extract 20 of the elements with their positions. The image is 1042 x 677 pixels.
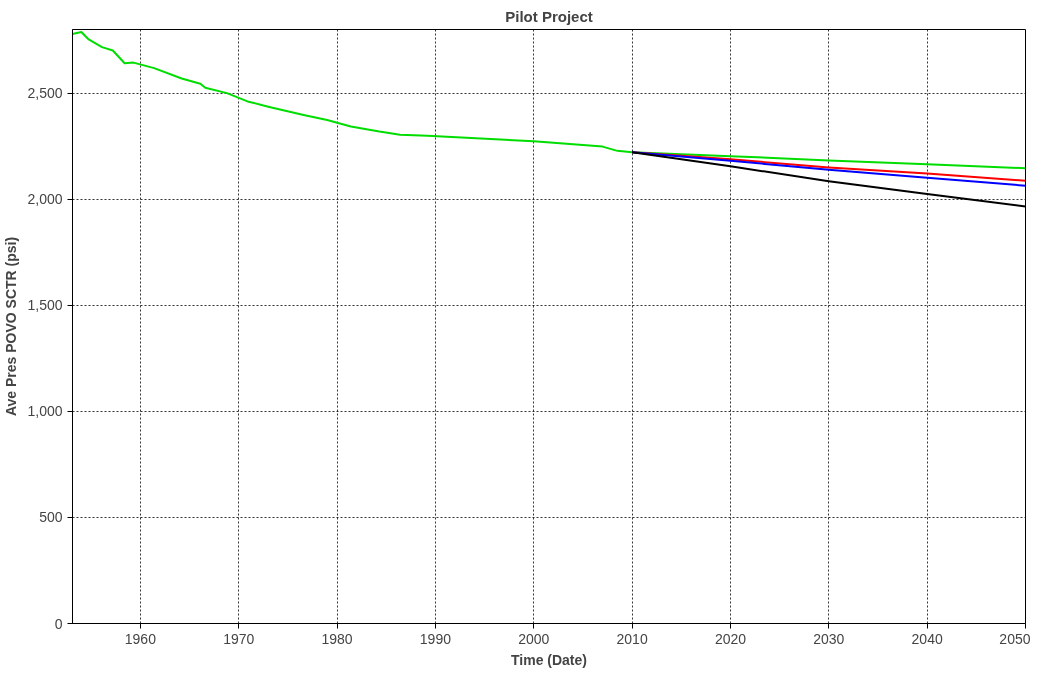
- y-tick-label: 2,500: [27, 85, 63, 102]
- y-tick-label: 2,000: [27, 191, 63, 208]
- y-tick-label: 500: [39, 509, 63, 526]
- x-tick-label: 2000: [518, 630, 550, 647]
- x-tick-label: 1960: [124, 630, 157, 647]
- x-tick-label: 2040: [911, 630, 943, 647]
- y-tick-label: 0: [54, 615, 63, 632]
- x-tick-label: 1990: [419, 630, 452, 647]
- x-tick-label: 2020: [714, 630, 747, 647]
- x-tick-label: 1970: [223, 630, 255, 647]
- y-tick-label: 1,000: [27, 403, 63, 420]
- y-tick-label: 1,500: [27, 297, 63, 314]
- chart-title: Pilot Project: [505, 7, 593, 25]
- x-axis-title: Time (Date): [511, 651, 587, 668]
- x-tick-label: 1980: [321, 630, 353, 647]
- x-tick-label: 2050: [999, 630, 1031, 647]
- x-tick-label: 2010: [616, 630, 648, 647]
- y-axis-title: Ave Pres POVO SCTR (psi): [3, 236, 20, 417]
- x-tick-label: 2030: [813, 630, 845, 647]
- line-series: [72, 31, 1026, 170]
